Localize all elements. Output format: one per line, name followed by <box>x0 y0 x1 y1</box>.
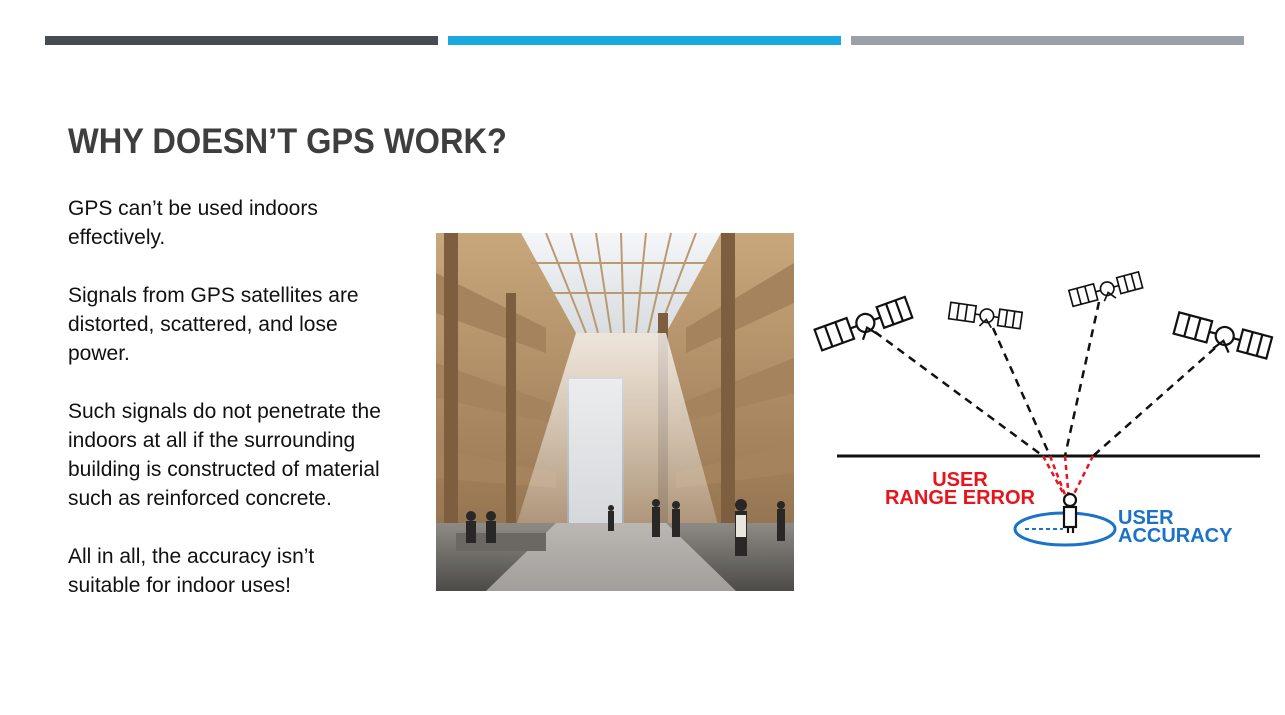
satellite-icon <box>947 301 1024 330</box>
atrium-photo <box>436 233 794 591</box>
satellite-icon <box>813 295 914 352</box>
accuracy-label-1: USER <box>1118 507 1174 529</box>
slide-title: WHY DOESN’T GPS WORK? <box>68 122 507 161</box>
user-icon <box>1062 492 1078 533</box>
gps-diagram: USER RANGE ERROR USER ACCURACY <box>805 260 1280 560</box>
slide-body: GPS can’t be used indoors effectively. S… <box>68 194 388 629</box>
satellite-icon <box>1067 270 1144 308</box>
accent-bar-dark <box>45 36 438 45</box>
satellite-icon <box>1172 311 1274 360</box>
accent-bar-gray <box>851 36 1244 45</box>
paragraph-signals: Signals from GPS satellites are distorte… <box>68 284 359 365</box>
range-error-label-2: RANGE ERROR <box>885 487 1036 509</box>
paragraph-indoors: GPS can’t be used indoors effectively. <box>68 197 318 249</box>
paragraph-penetration: Such signals do not penetrate the indoor… <box>68 400 381 510</box>
range-error-label-1: USER <box>932 469 988 491</box>
accent-bar-blue <box>448 36 841 45</box>
paragraph-accuracy: All in all, the accuracy isn’t suitable … <box>68 545 315 597</box>
accuracy-label-2: ACCURACY <box>1118 525 1233 547</box>
